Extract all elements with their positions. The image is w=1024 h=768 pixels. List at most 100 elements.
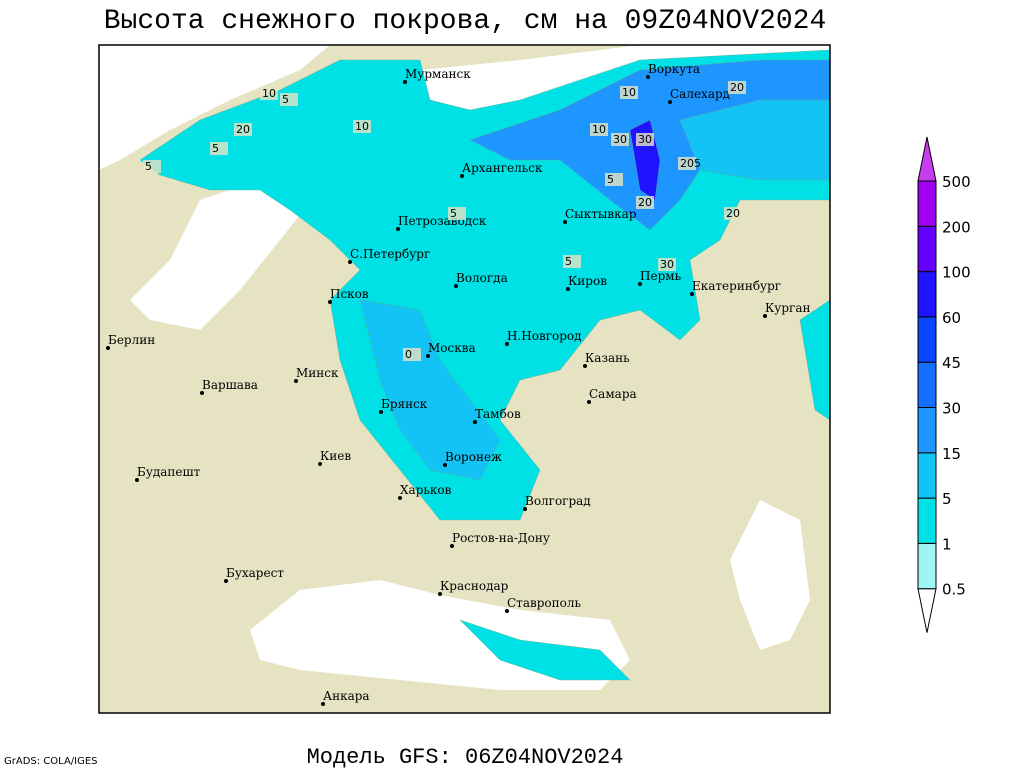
city-label: Будапешт [137,465,201,479]
contour-label-box [620,86,638,99]
contour-label: 20 [236,123,250,136]
title: Высота снежного покрова, см на 09Z04NOV2… [104,6,827,37]
city-label: Псков [330,287,369,301]
colorbar-label: 500 [942,173,971,191]
colorbar-label: 1 [942,535,952,553]
contour-label: 5 [282,93,289,106]
city-label: Казань [585,351,630,365]
city-dot [348,260,352,264]
city-dot [646,75,650,79]
contour-label: 5 [607,173,614,186]
city-dot [763,314,767,318]
city-label: Н.Новгород [507,329,582,343]
contour-label: 20 [638,196,652,209]
city-dot [454,284,458,288]
contour-label-box [636,133,654,146]
colorbar-bin [917,407,937,454]
city-label: Бухарест [226,566,284,580]
city-label: Москва [428,341,476,355]
city-label: Берлин [108,333,155,347]
city-dot [523,507,527,511]
contour-label-box [448,207,466,220]
city-label: Ростов-на-Дону [452,531,550,545]
contour-label-box [678,157,696,170]
colorbar-label: 200 [942,218,971,236]
city-dot [438,592,442,596]
city-label: Сыктывкар [565,207,637,221]
city-label: Архангельск [462,161,543,175]
colorbar-label: 100 [942,264,971,282]
colorbar-label: 30 [942,400,961,418]
colorbar-label: 60 [942,309,961,327]
city-label: Тамбов [475,407,521,421]
city-dot [318,462,322,466]
city-label: Мурманск [405,67,471,81]
contour-label: 30 [613,133,627,146]
city-dot [396,227,400,231]
city-dot [583,364,587,368]
city-label: Варшава [202,378,258,392]
contour-label: 30 [638,133,652,146]
colorbar-bin [917,452,937,499]
contour-label-box [280,93,298,106]
city-label: Екатеринбург [692,279,781,293]
city-label: Минск [296,366,339,380]
contour-label-box [234,123,252,136]
sea [730,500,810,650]
contour-label-box [143,160,161,173]
city-dot [403,80,407,84]
city-label: Волгоград [525,494,591,508]
contour-label: 20 [726,207,740,220]
colorbar-label: 15 [942,445,961,463]
city-label: Киров [568,274,607,288]
colorbar-cap [917,136,937,182]
city-label: Курган [765,301,810,315]
city-dot [690,292,694,296]
contour-label: 5 [145,160,152,173]
map-frame [98,44,831,714]
snow [139,49,831,681]
colorbar-bin [917,180,937,227]
city-dot [328,300,332,304]
city-label: Воронеж [445,450,502,464]
contour-label: 10 [355,120,369,133]
city-label: Самара [589,387,637,401]
city-label: Харьков [400,483,452,497]
city-dot [321,702,325,706]
contour-label-box [728,81,746,94]
contour-label-box [353,120,371,133]
city-dot [505,342,509,346]
contour-label-box [605,173,623,186]
city-dot [106,346,110,350]
city-label: Пермь [640,269,682,283]
city-label: С.Петербург [350,247,430,261]
city-label: Салехард [670,87,730,101]
contour-label-box [210,142,228,155]
colorbar-bin [917,271,937,318]
contour-label-box [590,123,608,136]
city-dot [135,478,139,482]
contour-label: 5 [212,142,219,155]
contour-label-box [724,207,742,220]
colorbar-bin [917,361,937,409]
colorbar-bin [917,542,937,590]
contour-label-box [260,87,278,100]
city-label: Брянск [381,397,428,411]
colorbar-bin [917,225,937,273]
city-dot [587,400,591,404]
city-dot [473,420,477,424]
city-dot [668,100,672,104]
city-dot [566,287,570,291]
city-label: Анкара [323,689,370,703]
contour-label: 5 [565,255,572,268]
sea [99,45,330,170]
city-dot [563,220,567,224]
contour-label: 10 [622,86,636,99]
contour-label: 10 [262,87,276,100]
contour-label-box [658,258,676,271]
contour-label: 0 [405,348,412,361]
colorbar-label: 45 [942,354,961,372]
colorbar-label: 0.5 [942,581,966,599]
city-dot [200,391,204,395]
